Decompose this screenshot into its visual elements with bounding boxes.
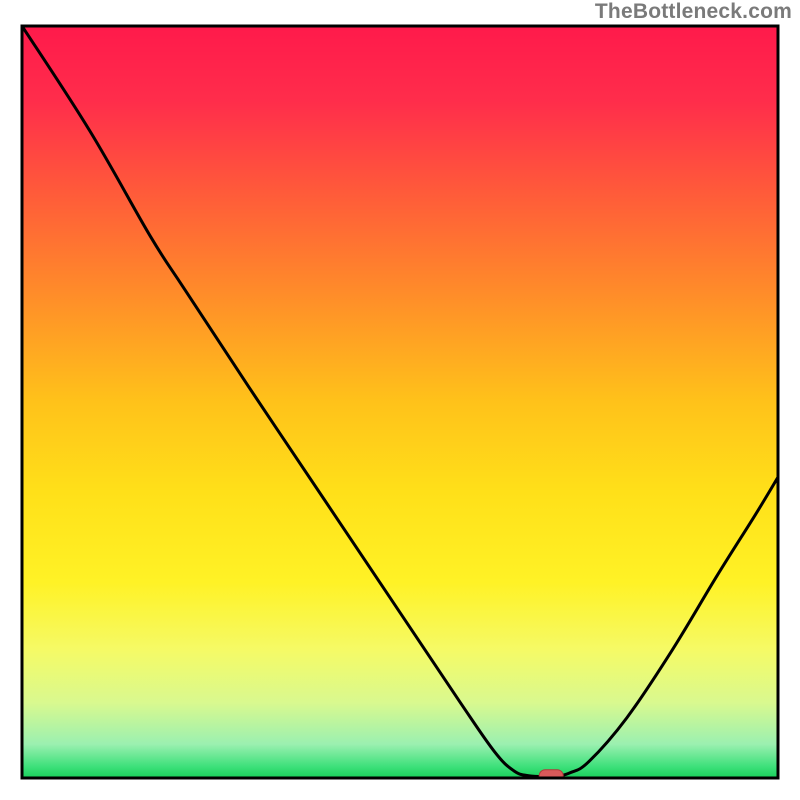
- bottleneck-chart: [0, 0, 800, 800]
- optimal-point-marker: [539, 770, 563, 782]
- watermark-text: TheBottleneck.com: [595, 0, 792, 24]
- gradient-background: [22, 26, 778, 778]
